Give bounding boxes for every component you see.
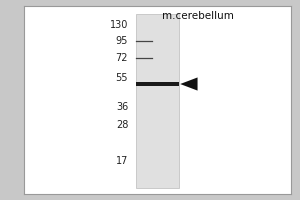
Text: 36: 36 (116, 102, 128, 112)
Polygon shape (180, 77, 197, 91)
Bar (136, 82, 179, 86)
Text: 72: 72 (116, 53, 128, 63)
Text: 55: 55 (116, 73, 128, 83)
Text: 95: 95 (116, 36, 128, 46)
Bar (136, 14, 179, 188)
Text: 130: 130 (110, 20, 128, 30)
Text: 17: 17 (116, 156, 128, 166)
Text: 28: 28 (116, 120, 128, 130)
Text: m.cerebellum: m.cerebellum (162, 11, 233, 21)
